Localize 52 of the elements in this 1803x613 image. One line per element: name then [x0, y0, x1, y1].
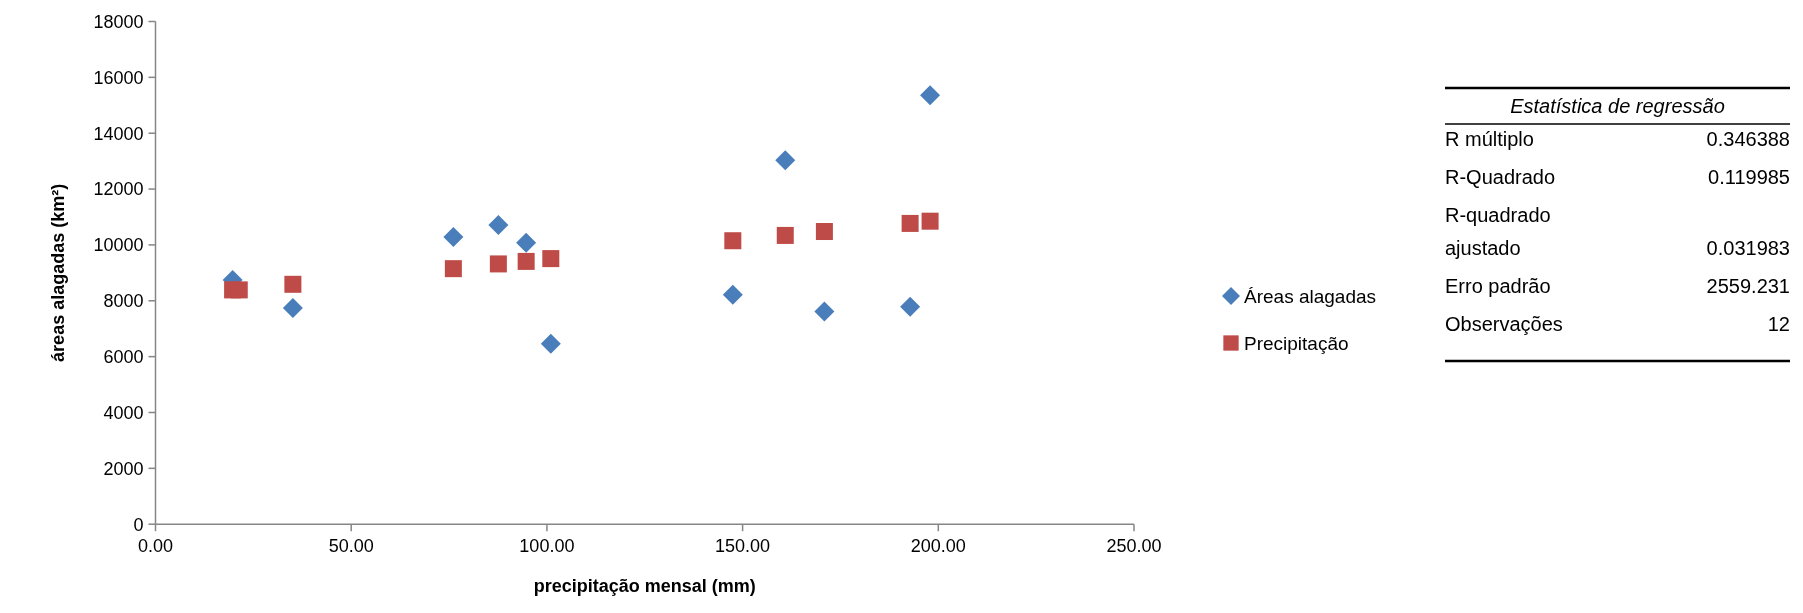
- point: [900, 296, 921, 317]
- point: [776, 226, 794, 244]
- y-tick-label: 0: [133, 514, 144, 535]
- data-label: 0.031983: [1706, 237, 1790, 259]
- category-label: R-quadrado ajustado: [1445, 204, 1551, 259]
- x-tick-label: 100.00: [519, 536, 575, 557]
- point: [488, 215, 509, 236]
- y-tick-label: 8000: [103, 291, 144, 312]
- category-label: R-Quadrado: [1445, 166, 1556, 188]
- point: [516, 232, 537, 253]
- y-tick-label: 4000: [103, 402, 144, 423]
- point: [517, 252, 535, 270]
- x-tick-label: 200.00: [910, 536, 966, 557]
- y-tick-label: 6000: [103, 346, 144, 367]
- point: [920, 85, 941, 106]
- point: [489, 255, 507, 273]
- data-label: 2559.231: [1706, 275, 1790, 297]
- point: [775, 150, 796, 171]
- point: [284, 275, 302, 293]
- y-tick-label: 16000: [93, 67, 144, 88]
- point: [443, 227, 464, 248]
- category-label: Observações: [1445, 313, 1563, 335]
- y-tick-label: 14000: [93, 123, 144, 144]
- text: Estatística de regressão: [1510, 95, 1725, 117]
- y-tick-label: 12000: [93, 179, 144, 200]
- y-tick-label: 10000: [93, 235, 144, 256]
- x-tick-label: 150.00: [715, 536, 771, 557]
- point: [921, 212, 939, 230]
- point: [814, 301, 835, 322]
- data-label: 12: [1767, 313, 1790, 335]
- point: [901, 214, 919, 232]
- point: [282, 298, 303, 319]
- point: [230, 281, 248, 299]
- x-tick-label: 250.00: [1106, 536, 1162, 557]
- category-label: Erro padrão: [1445, 275, 1551, 297]
- legend-label: Precipitação: [1244, 332, 1349, 354]
- point: [722, 284, 743, 305]
- point: [540, 333, 561, 354]
- x-tick-label: 0.00: [137, 536, 174, 557]
- x-tick-label: 50.00: [328, 536, 374, 557]
- data-label: 0.346388: [1706, 128, 1790, 150]
- legend-label: Áreas alagadas: [1244, 285, 1377, 307]
- point: [815, 223, 833, 241]
- x-axis-title: precipitação mensal (mm): [533, 576, 756, 597]
- data-label: 0.119985: [1708, 166, 1790, 188]
- point: [542, 250, 560, 268]
- category-label: R múltiplo: [1445, 128, 1534, 150]
- point: [724, 232, 742, 250]
- point: [444, 260, 462, 278]
- y-tick-label: 18000: [93, 11, 144, 32]
- y-axis-title: áreas alagadas (km²): [47, 183, 68, 362]
- y-tick-label: 2000: [103, 458, 144, 479]
